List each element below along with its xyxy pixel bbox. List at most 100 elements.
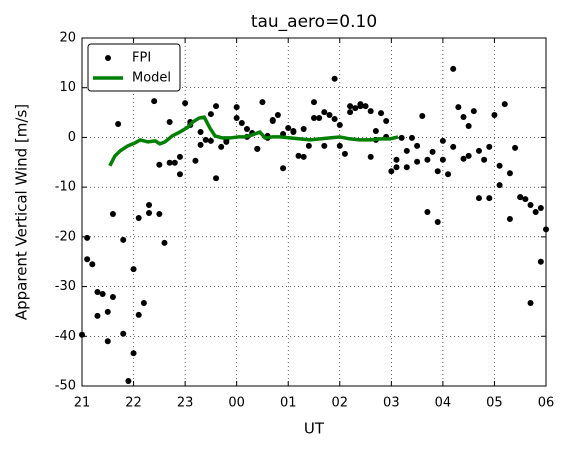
fpi-point bbox=[465, 122, 472, 129]
fpi-point bbox=[109, 210, 116, 217]
fpi-point bbox=[290, 128, 297, 135]
fpi-point bbox=[94, 312, 101, 319]
fpi-point bbox=[408, 134, 415, 141]
fpi-point bbox=[445, 171, 452, 178]
fpi-point bbox=[213, 175, 220, 182]
fpi-point bbox=[527, 202, 534, 209]
fpi-point bbox=[403, 147, 410, 154]
fpi-point bbox=[140, 299, 147, 306]
fpi-point bbox=[197, 128, 204, 135]
fpi-point bbox=[367, 153, 374, 160]
fpi-point bbox=[285, 124, 292, 131]
fpi-point bbox=[321, 109, 328, 116]
fpi-point bbox=[537, 258, 544, 265]
fpi-point bbox=[352, 105, 359, 112]
fpi-point bbox=[341, 150, 348, 157]
x-tick-label: 22 bbox=[125, 396, 142, 411]
fpi-point bbox=[403, 164, 410, 171]
fpi-point bbox=[486, 143, 493, 150]
fpi-point bbox=[367, 108, 374, 115]
x-tick-label: 06 bbox=[538, 396, 555, 411]
fpi-point bbox=[202, 136, 209, 143]
fpi-point bbox=[439, 156, 446, 163]
fpi-point bbox=[156, 161, 163, 168]
fpi-point bbox=[357, 101, 364, 108]
fpi-point bbox=[439, 137, 446, 144]
fpi-point bbox=[89, 261, 96, 268]
fpi-point bbox=[146, 202, 153, 209]
fpi-point bbox=[305, 142, 312, 149]
fpi-point bbox=[450, 143, 457, 150]
fpi-point bbox=[161, 239, 168, 246]
fpi-point bbox=[166, 119, 173, 126]
fpi-point bbox=[156, 210, 163, 217]
fpi-point bbox=[94, 289, 101, 296]
y-tick-label: -20 bbox=[55, 229, 76, 244]
fpi-point bbox=[532, 209, 539, 215]
y-axis-label: Apparent Vertical Wind [m/s] bbox=[13, 104, 31, 320]
fpi-point bbox=[491, 112, 498, 119]
fpi-point bbox=[197, 141, 204, 148]
fpi-point bbox=[362, 103, 369, 110]
fpi-point bbox=[414, 158, 421, 165]
legend-label: FPI bbox=[132, 51, 151, 66]
fpi-point bbox=[321, 142, 328, 149]
fpi-point bbox=[496, 182, 503, 189]
legend: FPI Model bbox=[87, 43, 181, 92]
fpi-point bbox=[311, 115, 317, 122]
fpi-point bbox=[104, 308, 111, 315]
fpi-point bbox=[388, 168, 395, 175]
fpi-point bbox=[512, 144, 519, 151]
legend-marker bbox=[105, 55, 111, 61]
model-line bbox=[108, 115, 399, 167]
fpi-point bbox=[326, 112, 333, 119]
fpi-point bbox=[233, 115, 240, 122]
fpi-point bbox=[460, 114, 467, 121]
fpi-point bbox=[130, 350, 137, 357]
y-tick-label: 20 bbox=[59, 31, 76, 46]
fpi-point bbox=[295, 152, 302, 159]
fpi-point bbox=[398, 134, 405, 141]
fpi-point bbox=[331, 75, 338, 82]
fpi-point bbox=[135, 311, 142, 318]
fpi-point bbox=[171, 159, 178, 166]
fpi-point bbox=[259, 99, 266, 106]
fpi-point bbox=[176, 171, 183, 178]
fpi-point bbox=[424, 156, 431, 163]
legend-label: Model bbox=[132, 71, 171, 86]
fpi-point bbox=[414, 142, 421, 149]
fpi-point bbox=[280, 165, 287, 172]
fpi-point bbox=[120, 236, 127, 243]
fpi-point bbox=[429, 148, 436, 155]
fpi-point bbox=[465, 152, 472, 159]
x-tick-label: 23 bbox=[177, 396, 194, 411]
fpi-point bbox=[522, 196, 529, 203]
fpi-point bbox=[501, 101, 508, 108]
x-tick-label: 01 bbox=[280, 396, 297, 411]
fpi-point bbox=[311, 99, 317, 106]
fpi-point bbox=[486, 195, 493, 202]
fpi-point bbox=[176, 153, 183, 160]
chart-title: tau_aero=0.10 bbox=[251, 12, 377, 32]
fpi-point bbox=[207, 111, 214, 118]
fpi-point bbox=[99, 291, 106, 298]
fpi-point bbox=[166, 159, 173, 166]
fpi-point bbox=[506, 215, 513, 222]
fpi-point bbox=[537, 205, 544, 212]
fpi-point bbox=[130, 266, 137, 273]
y-tick-label: -10 bbox=[55, 180, 76, 195]
x-axis-label: UT bbox=[304, 420, 325, 438]
fpi-point bbox=[238, 120, 245, 127]
fpi-point bbox=[336, 142, 343, 149]
fpi-point bbox=[243, 125, 250, 132]
fpi-point bbox=[481, 156, 488, 163]
fpi-point bbox=[378, 110, 385, 117]
fpi-point bbox=[269, 117, 276, 124]
fpi-point bbox=[393, 156, 400, 163]
fpi-point bbox=[383, 118, 390, 125]
fpi-point bbox=[84, 234, 91, 241]
fpi-point bbox=[347, 109, 354, 116]
x-tick-label: 04 bbox=[435, 396, 452, 411]
fpi-point bbox=[450, 65, 457, 72]
